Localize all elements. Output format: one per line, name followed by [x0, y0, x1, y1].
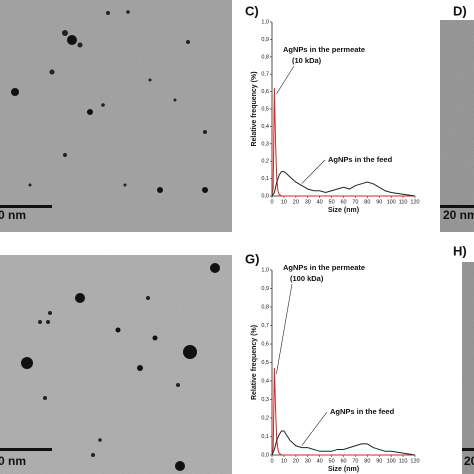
- y-tick-label: 0,9: [261, 37, 269, 43]
- x-tick-label: 90: [376, 458, 382, 464]
- tem-image-bottom-left: [0, 255, 232, 474]
- x-axis-label: Size (nm): [328, 466, 359, 473]
- x-tick-label: 40: [317, 199, 323, 205]
- x-tick-label: 50: [329, 458, 335, 464]
- series-line: [271, 171, 416, 197]
- x-tick-label: 90: [376, 199, 382, 205]
- y-tick-label: 0,3: [261, 141, 269, 147]
- panel-label: H): [453, 243, 467, 258]
- x-tick-label: 10: [281, 199, 287, 205]
- y-tick-label: 0,7: [261, 323, 269, 329]
- tem-image-d: [440, 20, 474, 232]
- x-tick-label: 0: [270, 199, 273, 205]
- x-tick-label: 50: [329, 199, 335, 205]
- tem-image-top-left: [0, 0, 232, 232]
- panel-label: C): [245, 3, 259, 18]
- panel-label: D): [453, 3, 467, 18]
- annotation-leader: [301, 159, 326, 184]
- y-axis-label: Relative frequency (%): [251, 325, 258, 400]
- annotation: (100 kDa): [290, 274, 324, 283]
- y-tick-label: 0,6: [261, 89, 269, 95]
- x-tick-label: 10: [281, 458, 287, 464]
- x-tick-label: 40: [317, 458, 323, 464]
- x-tick-label: 110: [399, 458, 408, 464]
- y-tick-label: 0,5: [261, 106, 269, 112]
- x-tick-label: 80: [364, 199, 370, 205]
- x-tick-label: 30: [305, 199, 311, 205]
- scale-bar-label: 20 nm: [443, 208, 474, 222]
- y-tick-label: 0,5: [261, 360, 269, 366]
- series-line: [271, 368, 415, 456]
- y-tick-label: 0,8: [261, 304, 269, 310]
- y-tick-label: 0,7: [261, 72, 269, 78]
- annotation: AgNPs in the feed: [328, 155, 393, 164]
- x-tick-label: 120: [410, 458, 419, 464]
- y-tick-label: 0,3: [261, 397, 269, 403]
- x-tick-label: 70: [352, 458, 358, 464]
- x-tick-label: 110: [399, 199, 408, 205]
- x-tick-label: 60: [340, 458, 346, 464]
- panel-label: G): [245, 251, 259, 266]
- y-tick-label: 0,1: [261, 434, 269, 440]
- annotation-leader: [276, 65, 295, 95]
- y-tick-label: 0,0: [261, 452, 269, 458]
- scale-bar-label: 0 nm: [0, 454, 26, 468]
- x-tick-label: 20: [293, 458, 299, 464]
- x-tick-label: 70: [352, 199, 358, 205]
- annotation: AgNPs in the permeate: [283, 45, 365, 54]
- series-line: [271, 430, 416, 456]
- x-tick-label: 30: [305, 458, 311, 464]
- annotation-leader: [301, 411, 328, 446]
- y-tick-label: 0,8: [261, 54, 269, 60]
- x-tick-label: 0: [270, 458, 273, 464]
- y-tick-label: 0,4: [261, 378, 269, 384]
- x-tick-label: 60: [340, 199, 346, 205]
- tem-image-h: [462, 262, 474, 474]
- x-axis-label: Size (nm): [328, 207, 359, 214]
- y-tick-label: 0,0: [261, 193, 269, 199]
- series-line: [271, 88, 415, 197]
- y-axis-label: Relative frequency (%): [251, 71, 258, 146]
- y-tick-label: 0,1: [261, 176, 269, 182]
- x-tick-label: 100: [387, 458, 396, 464]
- y-tick-label: 0,2: [261, 415, 269, 421]
- annotation: (10 kDa): [292, 56, 322, 65]
- y-tick-label: 1,0: [261, 19, 269, 25]
- x-tick-label: 100: [387, 199, 396, 205]
- scale-bar-label: 0 nm: [0, 208, 26, 222]
- x-tick-label: 80: [364, 458, 370, 464]
- y-tick-label: 0,9: [261, 286, 269, 292]
- y-tick-label: 0,4: [261, 124, 269, 130]
- annotation-leader: [276, 283, 293, 375]
- scale-bar-label: 20: [464, 454, 474, 468]
- annotation: AgNPs in the permeate: [283, 263, 365, 272]
- y-tick-label: 0,2: [261, 159, 269, 165]
- y-tick-label: 0,6: [261, 341, 269, 347]
- annotation: AgNPs in the feed: [330, 407, 395, 416]
- x-tick-label: 20: [293, 199, 299, 205]
- x-tick-label: 120: [410, 199, 419, 205]
- y-tick-label: 1,0: [261, 267, 269, 273]
